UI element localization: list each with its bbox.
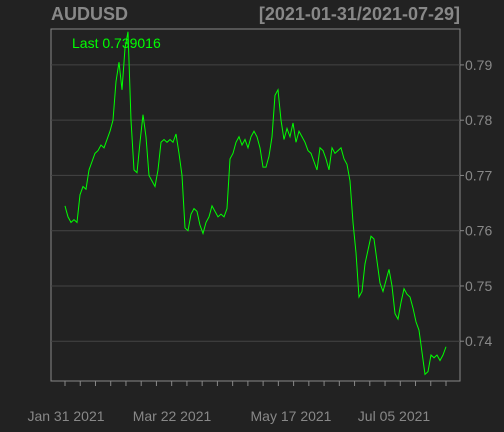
- y-tick-label: 0.78: [465, 112, 492, 128]
- y-axis-ticks: 0.74 0.75 0.76 0.77 0.78 0.79: [460, 57, 492, 349]
- series-line-audusd: [64, 31, 447, 376]
- y-tick-label: 0.75: [465, 278, 492, 294]
- y-tick-label: 0.74: [465, 333, 492, 349]
- plot-panel: [50, 28, 461, 382]
- chart-title: AUDUSD: [51, 4, 128, 24]
- x-tick-label: May 17 2021: [251, 408, 332, 424]
- x-axis-minor-ticks: [64, 381, 447, 386]
- x-axis-tick-labels: Jan 31 2021 Mar 22 2021 May 17 2021 Jul 05 …: [27, 408, 430, 424]
- y-tick-label: 0.76: [465, 223, 492, 239]
- last-value-label: Last 0.739016: [72, 35, 161, 51]
- x-tick-label: Mar 22 2021: [133, 408, 212, 424]
- grid-lines: [51, 64, 460, 342]
- x-tick-label: Jul 05 2021: [358, 408, 431, 424]
- date-range-label: [2021-01-31/2021-07-29]: [259, 4, 460, 24]
- y-tick-label: 0.79: [465, 57, 492, 73]
- y-tick-label: 0.77: [465, 167, 492, 183]
- x-tick-label: Jan 31 2021: [27, 408, 104, 424]
